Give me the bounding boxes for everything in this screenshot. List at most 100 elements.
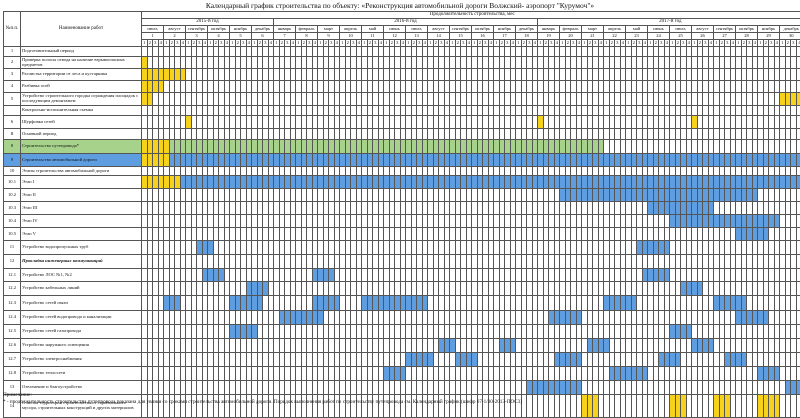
row-name: Строительство автомобильной дороги xyxy=(21,154,142,167)
month-number: 6 xyxy=(252,33,274,40)
row-name: Этап V xyxy=(21,228,142,241)
row-name: Этапы строительства автомобильной дороги xyxy=(21,167,142,176)
month-header: сентябрь xyxy=(714,26,736,33)
notes: Примечание: * - продолжительность строит… xyxy=(3,392,793,405)
row-number: 5 xyxy=(4,93,21,106)
schedule-cell xyxy=(796,241,800,255)
month-header: октябрь xyxy=(736,26,758,33)
month-number: 8 xyxy=(296,33,318,40)
schedule-cell xyxy=(796,189,800,202)
row-name: Подготовительный период xyxy=(21,47,142,57)
row-number: 12 xyxy=(4,255,21,269)
row-name: Этап III xyxy=(21,202,142,215)
month-number: 13 xyxy=(406,33,428,40)
row-number: 12.2 xyxy=(4,282,21,296)
column-header-duration: Продолжительность строительства, мес xyxy=(142,12,800,19)
month-number: 17 xyxy=(494,33,516,40)
schedule-cell xyxy=(796,325,800,339)
row-name: Этап I xyxy=(21,176,142,189)
schedule-cell xyxy=(796,154,800,167)
schedule-cell xyxy=(796,167,800,176)
month-number: 30 xyxy=(780,33,800,40)
row-name: Прокладка инженерных коммуникаций xyxy=(21,255,142,269)
row-name: Разбивка осей xyxy=(21,81,142,93)
row-name: Шурфовка сетей xyxy=(21,116,142,129)
schedule-cell xyxy=(796,69,800,81)
row-number: II xyxy=(4,129,21,140)
row-number: 1 xyxy=(4,47,21,57)
month-header: июль xyxy=(142,26,164,33)
month-number: 7 xyxy=(274,33,296,40)
month-header: декабрь xyxy=(252,26,274,33)
month-header: июнь xyxy=(384,26,406,33)
row-name: Устройство ЛОС №1, №2 xyxy=(21,269,142,282)
month-header: май xyxy=(626,26,648,33)
month-number: 26 xyxy=(692,33,714,40)
row-name: Расчистка территории от леса и кустарник… xyxy=(21,69,142,81)
month-header: август xyxy=(692,26,714,33)
row-number: 8 xyxy=(4,140,21,154)
month-header: март xyxy=(582,26,604,33)
row-number xyxy=(4,106,21,116)
month-header: июль xyxy=(406,26,428,33)
month-header: апрель xyxy=(340,26,362,33)
table-row: Контрольно-исполнительная съемка xyxy=(4,106,800,116)
month-number: 1 xyxy=(142,33,164,40)
row-number: 12.4 xyxy=(4,311,21,325)
year-header: 2015-й год xyxy=(142,19,274,26)
row-number: 10.1 xyxy=(4,176,21,189)
row-number: 3 xyxy=(4,69,21,81)
schedule-cell xyxy=(796,339,800,353)
schedule-cell xyxy=(796,140,800,154)
row-number: 12.1 xyxy=(4,269,21,282)
row-name: Устройство кабельных линий xyxy=(21,282,142,296)
schedule-cell xyxy=(796,296,800,311)
row-number: 4 xyxy=(4,81,21,93)
schedule-cell xyxy=(796,353,800,367)
month-header: январь xyxy=(274,26,296,33)
month-number: 5 xyxy=(230,33,252,40)
row-number: 6 xyxy=(4,116,21,129)
month-number: 22 xyxy=(604,33,626,40)
row-name: Контрольно-исполнительная съемка xyxy=(21,106,142,116)
month-header: июль xyxy=(670,26,692,33)
month-header: декабрь xyxy=(516,26,538,33)
row-number: 12.3 xyxy=(4,296,21,311)
schedule-cell xyxy=(796,215,800,228)
row-name: Устройство наружного освещения xyxy=(21,339,142,353)
schedule-cell xyxy=(796,81,800,93)
row-number: 10.3 xyxy=(4,202,21,215)
row-name: Этап II xyxy=(21,189,142,202)
month-header: февраль xyxy=(296,26,318,33)
row-number: 11 xyxy=(4,241,21,255)
schedule-cell xyxy=(796,381,800,395)
month-number: 12 xyxy=(384,33,406,40)
schedule-cell xyxy=(796,395,800,418)
month-header: октябрь xyxy=(208,26,230,33)
schedule-cell xyxy=(796,269,800,282)
schedule-cell xyxy=(796,255,800,269)
month-number: 29 xyxy=(758,33,780,40)
schedule-cell xyxy=(796,47,800,57)
month-number: 24 xyxy=(648,33,670,40)
page-title: Календарный график строительства по объе… xyxy=(0,1,800,10)
row-name: Этап IV xyxy=(21,215,142,228)
row-name: Устройство сетей водопровода и канализац… xyxy=(21,311,142,325)
notes-text: * - продолжительность строительства путе… xyxy=(3,399,793,406)
schedule-cell xyxy=(796,282,800,296)
month-number: 21 xyxy=(582,33,604,40)
